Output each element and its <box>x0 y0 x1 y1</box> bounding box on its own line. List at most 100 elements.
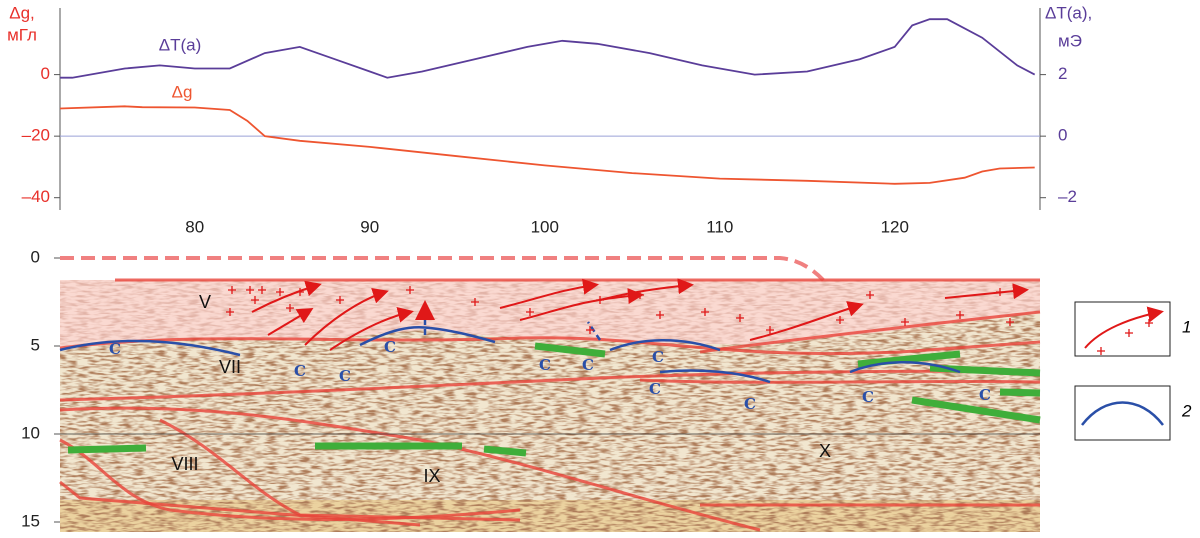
series-line <box>59 105 1035 185</box>
c-label: C <box>539 356 551 374</box>
x-tick-label: 90 <box>360 217 379 236</box>
y2-tick-label: 0 <box>1058 126 1067 145</box>
legend-label: 2 <box>1181 401 1192 420</box>
c-label: C <box>744 395 756 413</box>
depth-tick-label: 10 <box>21 423 40 442</box>
c-label: C <box>384 338 396 356</box>
plus <box>296 288 304 296</box>
c-label: C <box>294 362 306 380</box>
blue-arc <box>59 339 241 357</box>
x-tick-label: 80 <box>185 217 204 236</box>
blue-arc <box>359 325 496 347</box>
plus <box>656 311 664 319</box>
green-segment <box>911 396 1041 424</box>
potential-field-chart: Δg, мГл ΔT(a), мЭ ΔT(a) Δg –40–200–20280… <box>7 3 1092 236</box>
plus <box>228 286 236 294</box>
y2-tick-label: –2 <box>1058 187 1077 206</box>
x-tick-label: 120 <box>881 217 909 236</box>
plus <box>956 311 964 319</box>
y-tick-label: –40 <box>22 187 50 206</box>
unit-label: VIII <box>171 454 198 474</box>
depth-tick-label: 15 <box>21 511 40 530</box>
red-arrow <box>944 283 1029 300</box>
c-label: C <box>582 356 594 374</box>
y-tick-label: –20 <box>22 126 50 145</box>
unit-label: IX <box>423 466 440 486</box>
y-tick-label: 0 <box>41 64 50 83</box>
y2-label: мЭ <box>1058 31 1082 50</box>
plus <box>836 316 844 324</box>
y-label: мГл <box>7 25 37 44</box>
y2-label: ΔT(a), <box>1045 3 1092 22</box>
plus <box>1006 318 1014 326</box>
legend-label: 1 <box>1182 317 1191 336</box>
plus <box>996 288 1004 296</box>
c-label: C <box>862 388 874 406</box>
plus <box>246 286 254 294</box>
unit-label: V <box>199 292 211 312</box>
plus-symbols <box>226 286 1014 334</box>
blue-arc <box>609 339 721 352</box>
blue-arrow <box>586 321 602 341</box>
plus <box>286 304 294 312</box>
plus <box>526 308 534 316</box>
plus <box>226 308 234 316</box>
unit-label: VII <box>219 357 241 377</box>
c-label: C <box>339 367 351 385</box>
green-segment <box>999 388 1041 397</box>
c-label: C <box>109 340 121 358</box>
plus <box>766 326 774 334</box>
fault <box>639 378 1041 384</box>
plus <box>336 296 344 304</box>
fault <box>159 418 521 522</box>
c-label: C <box>979 386 991 404</box>
dashed-surface <box>60 256 827 284</box>
red-arrow <box>499 278 599 309</box>
unit-label: X <box>819 441 831 461</box>
green-segment <box>534 342 606 358</box>
plus <box>701 308 709 316</box>
plus <box>586 326 594 334</box>
y-label: Δg, <box>9 3 35 22</box>
series-label: ΔT(a) <box>159 35 202 54</box>
c-label: C <box>649 380 661 398</box>
red-arrow <box>251 280 322 313</box>
series-label: Δg <box>172 82 193 101</box>
plus <box>258 286 266 294</box>
plus <box>866 291 874 299</box>
legend-symbol <box>1084 306 1164 349</box>
upper-layer <box>60 280 1040 348</box>
plus <box>596 296 604 304</box>
red-arrow <box>329 307 414 351</box>
legend-symbol <box>1081 401 1164 426</box>
series-line <box>60 18 1036 79</box>
red-arrow <box>519 288 644 321</box>
plus <box>251 296 259 304</box>
plus <box>901 318 909 326</box>
green-segment <box>67 444 147 454</box>
red-arrow <box>304 288 389 346</box>
green-segment <box>857 350 961 368</box>
fault <box>59 406 761 532</box>
y2-tick-label: 2 <box>1058 64 1067 83</box>
plus <box>406 286 414 294</box>
c-label: C <box>652 348 664 366</box>
x-tick-label: 110 <box>706 217 733 236</box>
depth-tick-label: 0 <box>31 247 40 266</box>
legend-box <box>1074 301 1171 357</box>
green-segment <box>483 445 527 457</box>
fault <box>699 310 1041 354</box>
fault <box>59 369 1041 402</box>
blue-arc <box>659 369 771 384</box>
x-tick-label: 100 <box>531 217 559 236</box>
blue-arc <box>849 361 961 374</box>
plus <box>276 288 284 296</box>
fault <box>59 480 421 527</box>
depth-tick-label: 5 <box>31 335 40 354</box>
red-arrow <box>267 307 314 336</box>
legend-symbol <box>1097 319 1153 355</box>
red-arrow <box>599 278 694 301</box>
legend-box <box>1074 385 1171 441</box>
